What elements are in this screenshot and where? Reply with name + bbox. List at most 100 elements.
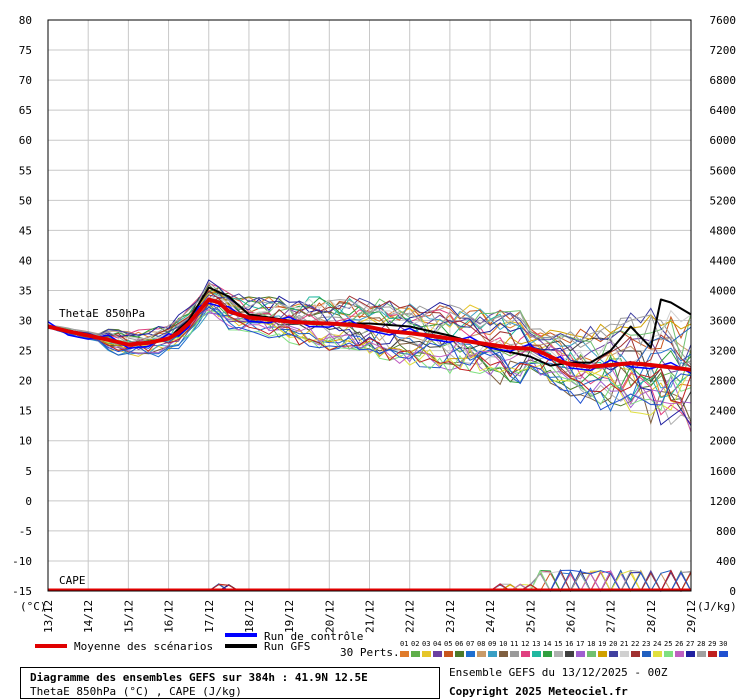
perturbation-swatch (422, 651, 431, 657)
left-tick-label: 20 (19, 375, 32, 388)
perturbation-line (47, 297, 692, 369)
perturbation-id: 03 (422, 640, 431, 648)
perturbation-swatch (444, 651, 453, 657)
perturbation-id: 25 (664, 640, 673, 648)
control-legend-label: Run de contrôle (264, 630, 364, 643)
perturbation-id: 28 (697, 640, 706, 648)
perturbation-id: 18 (587, 640, 596, 648)
x-tick-label: 16/12 (163, 600, 176, 633)
perturbation-swatch (719, 651, 728, 657)
perturbation-swatch (433, 651, 442, 657)
x-tick-label: 15/12 (122, 600, 135, 633)
ensemble-chart: 80757065605550454035302520151050-5-10-15… (12, 14, 737, 633)
perturbation-swatch (477, 651, 486, 657)
gfs-legend-swatch (225, 644, 257, 648)
perturbation-swatch (587, 651, 596, 657)
right-tick-label: 7200 (710, 44, 737, 57)
left-tick-label: 25 (19, 345, 32, 358)
cape-panel-label: CAPE (59, 574, 86, 587)
left-tick-label: 55 (19, 164, 32, 177)
left-tick-label: -5 (19, 525, 32, 538)
perturbation-swatch (411, 651, 420, 657)
perturbation-id: 08 (477, 640, 486, 648)
perturbation-swatch (510, 651, 519, 657)
x-tick-label: 20/12 (323, 600, 336, 633)
perturbation-id: 22 (631, 640, 640, 648)
perturbation-id: 19 (598, 640, 607, 648)
left-tick-label: 0 (25, 495, 32, 508)
left-tick-label: -10 (12, 555, 32, 568)
right-tick-label: 800 (716, 525, 736, 538)
chart-subtitle: ThetaE 850hPa (°C) , CAPE (J/kg) (30, 685, 242, 698)
perturbation-swatch (532, 651, 541, 657)
perturbation-id: 16 (565, 640, 574, 648)
x-tick-label: 21/12 (364, 600, 377, 633)
left-tick-label: 40 (19, 254, 32, 267)
perturbation-swatch (466, 651, 475, 657)
perturbation-id: 01 (400, 640, 409, 648)
right-tick-label: 4800 (710, 224, 737, 237)
right-tick-label: 400 (716, 555, 736, 568)
right-tick-label: 2400 (710, 405, 737, 418)
x-tick-label: 24/12 (484, 600, 497, 633)
perturbation-id: 29 (708, 640, 717, 648)
right-tick-label: 1600 (710, 465, 737, 478)
perturbation-line (47, 279, 692, 426)
perturbation-swatch (642, 651, 651, 657)
right-tick-label: 1200 (710, 495, 737, 508)
perturbation-swatch (675, 651, 684, 657)
right-tick-label: 3600 (710, 315, 737, 328)
x-tick-label: 14/12 (82, 600, 95, 633)
right-tick-label: 7600 (710, 14, 737, 27)
x-tick-label: 17/12 (203, 600, 216, 633)
perturbation-line (47, 293, 692, 372)
perturbation-swatch (697, 651, 706, 657)
perturbation-line (47, 297, 692, 425)
x-tick-label: 28/12 (645, 600, 658, 633)
perturbation-swatch (521, 651, 530, 657)
perturbation-id: 24 (653, 640, 662, 648)
perturbation-swatch (598, 651, 607, 657)
right-tick-label: 2800 (710, 375, 737, 388)
run-info: Ensemble GEFS du 13/12/2025 - 00Z (449, 666, 668, 679)
copyright: Copyright 2025 Meteociel.fr (449, 685, 628, 698)
perturbation-id: 10 (499, 640, 508, 648)
left-tick-label: 30 (19, 315, 32, 328)
right-axis-ticks: 7600720068006400600056005200480044004000… (710, 14, 737, 598)
perturbation-swatch (631, 651, 640, 657)
left-tick-label: 65 (19, 104, 32, 117)
perturbation-swatch (609, 651, 618, 657)
right-tick-label: 6400 (710, 104, 737, 117)
perturbation-swatch (708, 651, 717, 657)
thetae-panel-label: ThetaE 850hPa (59, 307, 145, 320)
perturbation-swatch (576, 651, 585, 657)
left-tick-label: 60 (19, 134, 32, 147)
perturbation-swatch (653, 651, 662, 657)
chart-info-box: Diagramme des ensembles GEFS sur 384h : … (20, 667, 440, 699)
right-tick-label: 5600 (710, 164, 737, 177)
chart-title: Diagramme des ensembles GEFS sur 384h : … (30, 671, 368, 684)
x-tick-label: 19/12 (283, 600, 296, 633)
perturbation-id: 13 (532, 640, 541, 648)
x-tick-label: 27/12 (605, 600, 618, 633)
x-tick-label: 22/12 (404, 600, 417, 633)
perturbation-id: 02 (411, 640, 420, 648)
perturbation-line (47, 297, 692, 404)
perturbation-id: 05 (444, 640, 453, 648)
left-tick-label: -15 (12, 585, 32, 598)
left-tick-label: 70 (19, 74, 32, 87)
left-tick-label: 80 (19, 14, 32, 27)
right-tick-label: 4000 (710, 284, 737, 297)
mean-legend-swatch (35, 644, 67, 648)
perturbation-id: 23 (642, 640, 651, 648)
perturbation-swatch (620, 651, 629, 657)
perturbation-legend: 01 02 03 04 05 06 07 08 09 10 11 12 13 14 15 16 17 18 19 20… (400, 640, 736, 662)
perturbation-swatch (499, 651, 508, 657)
mean-legend-label: Moyenne des scénarios (74, 640, 214, 653)
perturbation-id: 11 (510, 640, 519, 648)
perturbation-id: 27 (686, 640, 695, 648)
x-tick-label: 13/12 (42, 600, 55, 633)
perturbation-id: 12 (521, 640, 530, 648)
left-tick-label: 10 (19, 435, 32, 448)
mean-line (47, 297, 692, 372)
